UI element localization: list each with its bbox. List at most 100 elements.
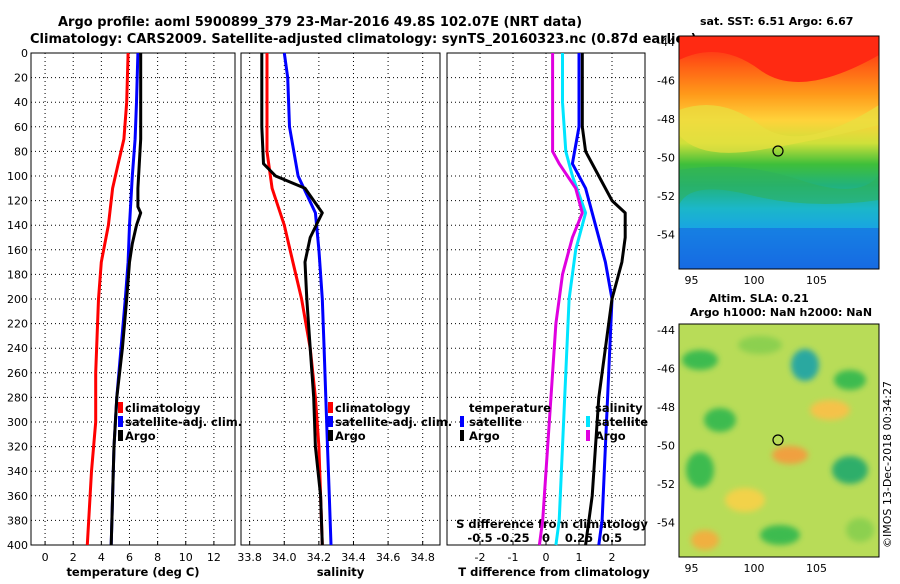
map-y-tick-label: -48 xyxy=(657,113,675,126)
x-tick-label: 2 xyxy=(609,551,616,564)
x-tick-label: 34.0 xyxy=(272,551,297,564)
series-line-argo xyxy=(260,53,324,546)
legend-label-argo: Argo xyxy=(335,429,366,443)
legend-title-salinity: salinity xyxy=(595,401,643,415)
map-x-tick-label: 105 xyxy=(806,274,827,287)
map-y-tick-label: -52 xyxy=(657,190,675,203)
map-y-tick-label: -50 xyxy=(657,151,675,164)
legend-label-temperature-satellite: satellite xyxy=(469,415,522,429)
sst-map-title: sat. SST: 6.51 Argo: 6.67 xyxy=(700,15,853,28)
y-tick-label: 260 xyxy=(7,367,28,380)
x-tick-label: 6 xyxy=(126,551,133,564)
x-tick-label: 2 xyxy=(70,551,77,564)
salinity-legend: climatology satellite-adj. clim. Argo xyxy=(328,401,452,443)
series-line-climatology xyxy=(85,52,130,546)
sla-map xyxy=(678,323,880,558)
map-y-tick-label: -46 xyxy=(657,362,675,375)
imos-credit: ©IMOS 13-Dec-2018 00:34:27 xyxy=(881,381,894,548)
legend-swatch-salinity-argo xyxy=(586,430,590,441)
legend-swatch-temperature-argo xyxy=(460,430,464,441)
legend-swatch-satellite xyxy=(328,416,333,427)
y-tick-label: 280 xyxy=(7,391,28,404)
map-y-tick-label: -54 xyxy=(657,516,675,529)
series-line-satellite-adj-clim- xyxy=(282,52,333,546)
x-tick-label: 34.2 xyxy=(307,551,332,564)
sst-warm-band xyxy=(679,36,879,82)
salinity-panel: 33.8 34.0 34.2 34.4 34.6 34.8 salinity xyxy=(237,52,441,579)
sst-cold-band xyxy=(679,228,879,269)
x-tick-label: -1 xyxy=(508,551,519,564)
map-x-tick-label: 100 xyxy=(744,562,765,575)
x-tick-label: 33.8 xyxy=(237,551,262,564)
argo-position-marker xyxy=(772,434,784,446)
y-tick-label: 340 xyxy=(7,465,28,478)
map-y-tick-label: -46 xyxy=(657,74,675,87)
x-tick-label: 10 xyxy=(179,551,193,564)
y-tick-label: 20 xyxy=(14,72,28,85)
top-axis-label: S difference from climatology xyxy=(456,517,648,531)
temperature-legend: climatology satellite-adj. clim. Argo xyxy=(118,401,242,443)
legend-label-argo: Argo xyxy=(125,429,156,443)
x-tick-label: -2 xyxy=(475,551,486,564)
argo-position-marker xyxy=(772,145,784,157)
y-tick-label: 200 xyxy=(7,293,28,306)
difference-panel: -2 -1 0 1 2 -0.5 -0.25 0 0.25 0.5S difference fro… xyxy=(446,52,650,579)
legend-swatch-argo xyxy=(328,430,333,441)
legend-label-climatology: climatology xyxy=(335,401,411,415)
map-y-tick-label: -54 xyxy=(657,228,675,241)
y-tick-label: 0 xyxy=(21,47,28,60)
series-line-salinity-satellite xyxy=(554,53,588,546)
legend-swatch-satellite xyxy=(118,416,123,427)
y-tick-label: 60 xyxy=(14,121,28,134)
x-tick-label: 0 xyxy=(42,551,49,564)
x-tick-label: 12 xyxy=(207,551,221,564)
legend-swatch-argo xyxy=(118,430,123,441)
y-tick-label: 320 xyxy=(7,441,28,454)
map-x-tick-label: 95 xyxy=(685,274,699,287)
map-x-tick-label: 105 xyxy=(806,562,827,575)
legend-swatch-climatology xyxy=(118,402,123,413)
legend-label-satellite: satellite-adj. clim. xyxy=(335,415,452,429)
sst-green-band xyxy=(679,166,879,205)
top-tick-label: -0.5 xyxy=(467,531,492,545)
map-y-tick-label: -52 xyxy=(657,478,675,491)
difference-legend: temperature satellite Argo salinity sate… xyxy=(460,401,648,443)
x-axis-label: salinity xyxy=(317,565,365,579)
series-line-climatology xyxy=(265,53,324,546)
y-tick-label: 120 xyxy=(7,195,28,208)
y-tick-label: 380 xyxy=(7,514,28,527)
map-x-tick-label: 95 xyxy=(685,562,699,575)
x-tick-label: 0 xyxy=(543,551,550,564)
y-tick-label: 220 xyxy=(7,318,28,331)
y-tick-label: 40 xyxy=(14,96,28,109)
legend-swatch-salinity-satellite xyxy=(586,416,590,427)
y-tick-label: 140 xyxy=(7,219,28,232)
x-tick-label: 8 xyxy=(154,551,161,564)
legend-label-temperature-argo: Argo xyxy=(469,429,500,443)
x-tick-label: 4 xyxy=(98,551,105,564)
x-tick-label: 1 xyxy=(576,551,583,564)
sst-mid-band xyxy=(679,105,879,153)
legend-label-salinity-satellite: satellite xyxy=(595,415,648,429)
map-y-tick-label: -48 xyxy=(657,401,675,414)
legend-title-temperature: temperature xyxy=(469,401,551,415)
y-tick-label: 180 xyxy=(7,268,28,281)
x-tick-label: 34.6 xyxy=(376,551,401,564)
sst-map xyxy=(678,35,880,270)
legend-label-salinity-argo: Argo xyxy=(595,429,626,443)
legend-swatch-climatology xyxy=(328,402,333,413)
top-tick-label: 0.5 xyxy=(602,531,622,545)
plot-frame xyxy=(240,52,441,546)
map-y-tick-label: -44 xyxy=(657,36,675,49)
legend-label-satellite: satellite-adj. clim. xyxy=(125,415,242,429)
x-axis-label: temperature (deg C) xyxy=(66,565,199,579)
map-y-tick-label: -50 xyxy=(657,439,675,452)
map-ticks: 95 100 105 -44 -46 -48 -50 -52 -54 95 100 105 -44 -46… xyxy=(657,36,827,575)
sst-map-frame xyxy=(678,35,880,270)
sla-map-title-line2: Argo h1000: NaN h2000: NaN xyxy=(690,306,872,319)
y-tick-label: 360 xyxy=(7,490,28,503)
map-y-tick-label: -44 xyxy=(657,324,675,337)
figure-title-line2: Climatology: CARS2009. Satellite-adjuste… xyxy=(30,32,697,47)
